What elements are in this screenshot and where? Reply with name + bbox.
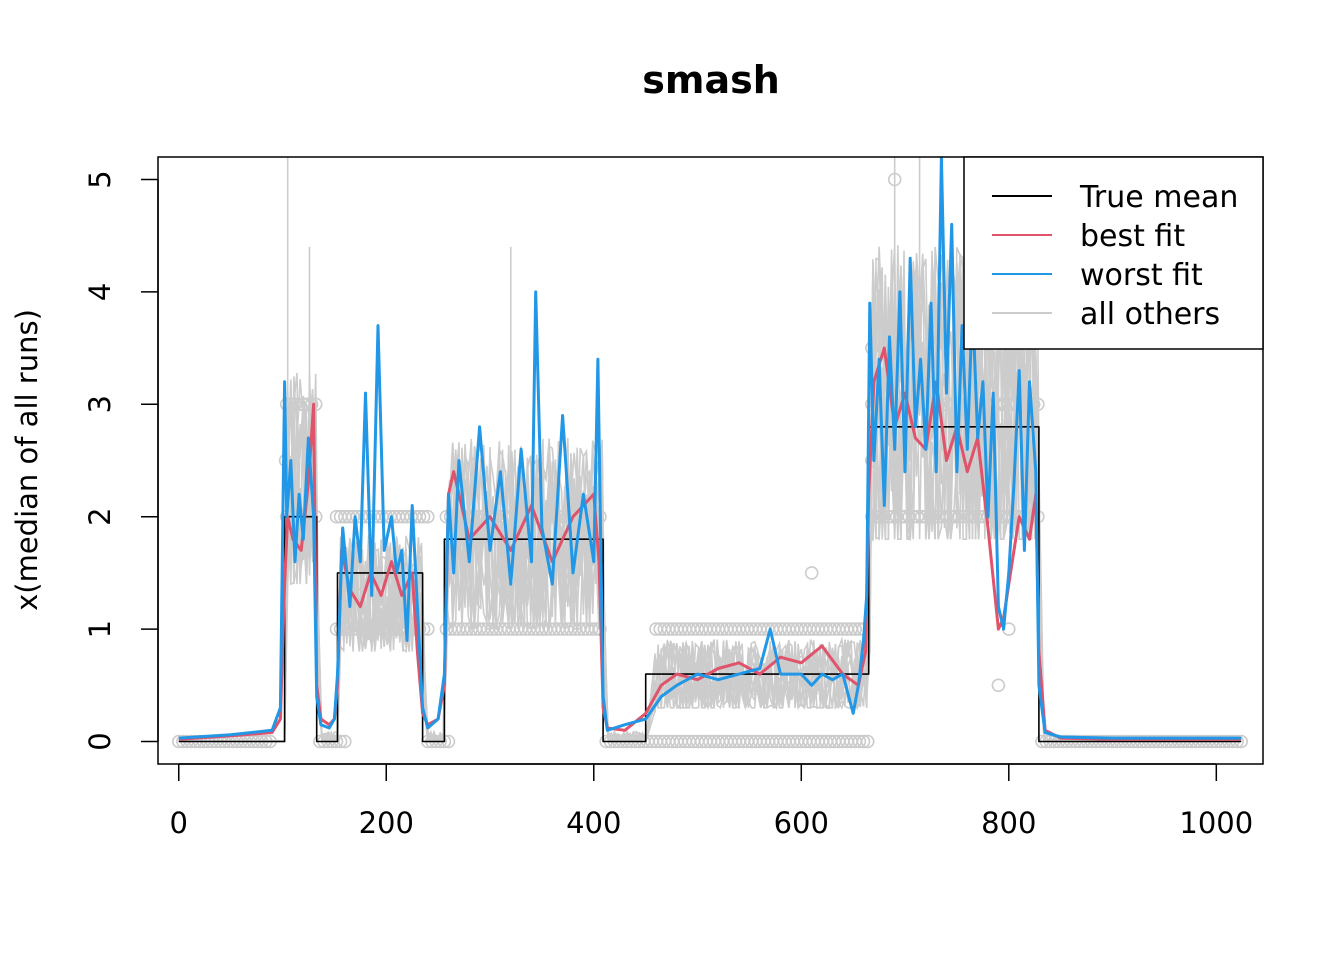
legend-label: best fit (1080, 219, 1185, 254)
all-others-point (584, 622, 599, 636)
x-tick-label: 0 (170, 806, 188, 840)
y-tick-label: 1 (83, 620, 117, 638)
legend: True mean best fit worst fit all others (963, 156, 1264, 350)
legend-item-worst-fit: worst fit (992, 258, 1203, 293)
legend-label: all others (1080, 297, 1220, 332)
all-others-point (804, 566, 819, 580)
y-tick-label: 3 (83, 395, 117, 413)
y-tick-label: 0 (83, 732, 117, 750)
y-tick-label: 5 (83, 170, 117, 188)
all-others-point (991, 678, 1006, 693)
x-tick-label: 200 (359, 806, 414, 840)
all-others-point (852, 734, 867, 749)
all-others-point (592, 622, 606, 636)
x-tick-label: 1000 (1179, 806, 1253, 840)
x-tick-label: 800 (981, 806, 1036, 840)
y-axis: 0 1 2 3 4 5 (83, 170, 159, 751)
legend-label: worst fit (1080, 258, 1203, 293)
all-others-point (337, 734, 352, 749)
legend-box (963, 156, 1264, 350)
x-tick-label: 600 (774, 806, 829, 840)
all-others-point (856, 734, 871, 749)
legend-item-best-fit: best fit (992, 219, 1185, 254)
all-others-point (308, 397, 323, 412)
legend-item-all-others: all others (992, 297, 1220, 332)
all-others-point (304, 397, 319, 412)
all-others-point (887, 172, 902, 187)
y-tick-label: 2 (83, 507, 117, 525)
legend-item-true-mean: True mean (992, 180, 1238, 215)
x-tick-label: 400 (566, 806, 621, 840)
all-others-point (848, 622, 863, 636)
y-axis-label: x(median of all runs) (10, 309, 44, 611)
chart-title: smash (642, 58, 780, 102)
x-axis: 0 200 400 600 800 1000 (170, 763, 1253, 840)
all-others-point (860, 734, 875, 749)
all-others-point (420, 622, 435, 636)
all-others-run-line (178, 253, 1241, 744)
all-others-point (420, 509, 435, 524)
y-tick-label: 4 (83, 283, 117, 301)
legend-label: True mean (1079, 180, 1238, 215)
all-others-point (416, 509, 431, 524)
